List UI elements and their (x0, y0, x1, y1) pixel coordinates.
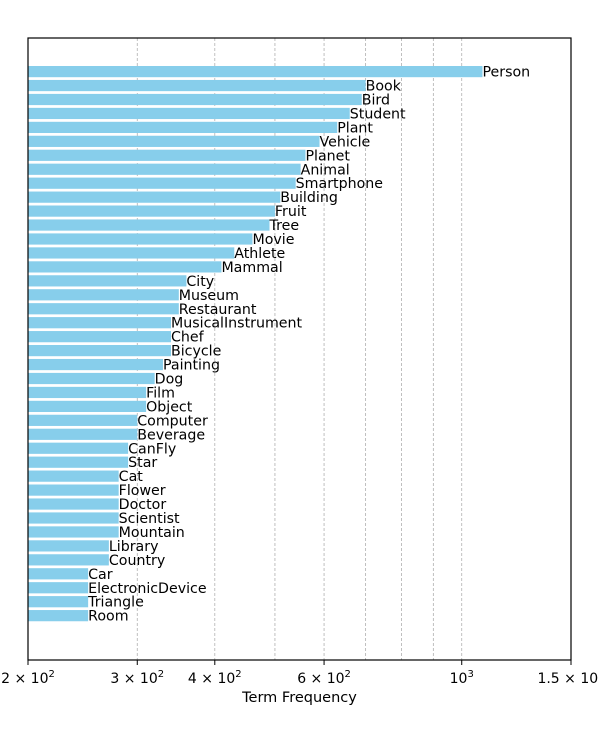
bar-label: Flower (119, 483, 166, 499)
bar (28, 275, 187, 287)
bar (28, 303, 179, 315)
bar (28, 568, 89, 580)
bar-label: Bicycle (171, 344, 221, 360)
bar (28, 358, 163, 371)
bar (28, 414, 138, 426)
bar-label: Cat (119, 469, 144, 485)
x-tick-label: 103 (450, 669, 474, 687)
bar (28, 289, 179, 301)
bar-label: Fruit (275, 204, 307, 220)
bar (28, 512, 119, 524)
x-tick-label: 3 × 102 (110, 669, 164, 687)
bar-label: ElectronicDevice (88, 581, 206, 597)
bar-label: Star (128, 455, 157, 471)
bar-label: Dog (155, 372, 184, 388)
bar-label: Film (146, 385, 175, 401)
bar-label: Restaurant (179, 302, 257, 318)
bar-label: Room (88, 609, 128, 625)
bar-label: Tree (268, 218, 299, 234)
bar (28, 331, 171, 343)
x-axis-ticks: 2 × 102 3 × 102 4 × 102 6 × 102 103 1.5 × 103 (1, 660, 598, 687)
bar (28, 582, 89, 594)
bar (28, 317, 171, 329)
bar-label: Computer (137, 413, 208, 429)
bar-label: Smartphone (296, 176, 383, 192)
bar (28, 121, 338, 133)
bar-label: Plant (337, 120, 373, 136)
bar (28, 372, 155, 385)
bar-label: City (186, 274, 214, 290)
bar (28, 442, 129, 454)
bar (28, 540, 109, 552)
bar-label: Book (366, 79, 402, 95)
bar-label: Doctor (119, 497, 167, 513)
bar-label: Mammal (221, 260, 282, 276)
bar-label: Car (88, 567, 113, 583)
bar-label: Mountain (119, 525, 185, 541)
bar (28, 107, 350, 120)
bar-label: Vehicle (320, 134, 371, 150)
bar (28, 79, 366, 92)
bar (28, 205, 275, 217)
bar (28, 484, 119, 496)
bar-label: Building (280, 190, 338, 206)
x-tick-label: 4 × 102 (188, 669, 242, 687)
bar-label: Scientist (119, 511, 180, 527)
bar-label: Movie (252, 232, 294, 248)
x-tick-label: 2 × 102 (1, 669, 55, 687)
x-axis-label: Term Frequency (241, 690, 357, 706)
bar (28, 554, 109, 566)
bar (28, 233, 253, 245)
bar-label: Object (146, 399, 193, 415)
bar (28, 247, 235, 259)
bar-label: Library (109, 539, 159, 555)
bar-label: Beverage (137, 427, 205, 443)
bar (28, 428, 138, 440)
bar (28, 596, 89, 608)
bar (28, 93, 362, 106)
bar (28, 498, 119, 510)
bar (28, 470, 119, 482)
bar (28, 386, 147, 399)
bar-label: Museum (179, 288, 239, 304)
bar (28, 135, 320, 147)
bar (28, 191, 281, 203)
bar-label: Person (482, 65, 530, 81)
bar-label: Country (109, 553, 165, 569)
bar (28, 456, 129, 468)
bar-label: Triangle (87, 595, 144, 611)
bar-labels: PersonBookBirdStudentPlantVehiclePlanetA… (87, 65, 530, 625)
bar-label: CanFly (128, 441, 176, 457)
bar (28, 66, 483, 78)
bar-label: Planet (305, 148, 350, 164)
bar (28, 261, 222, 273)
bar (28, 219, 270, 231)
bar-label: Athlete (234, 246, 285, 262)
bar (28, 149, 306, 161)
bar (28, 177, 296, 189)
x-tick-label: 6 × 102 (297, 669, 351, 687)
plot-frame (27, 37, 572, 661)
x-tick-label: 1.5 × 103 (537, 669, 598, 687)
bar (28, 400, 147, 412)
bar (28, 526, 119, 538)
bar-label: Student (350, 106, 406, 122)
bar (28, 163, 301, 175)
bar-label: Painting (163, 358, 220, 374)
bar (28, 345, 171, 357)
bar (28, 610, 89, 622)
bar-label: Animal (301, 162, 350, 178)
bars (28, 66, 483, 622)
bar-label: Bird (362, 93, 390, 109)
bar-label: Chef (171, 330, 205, 346)
bar-label: MusicalInstrument (171, 316, 302, 332)
